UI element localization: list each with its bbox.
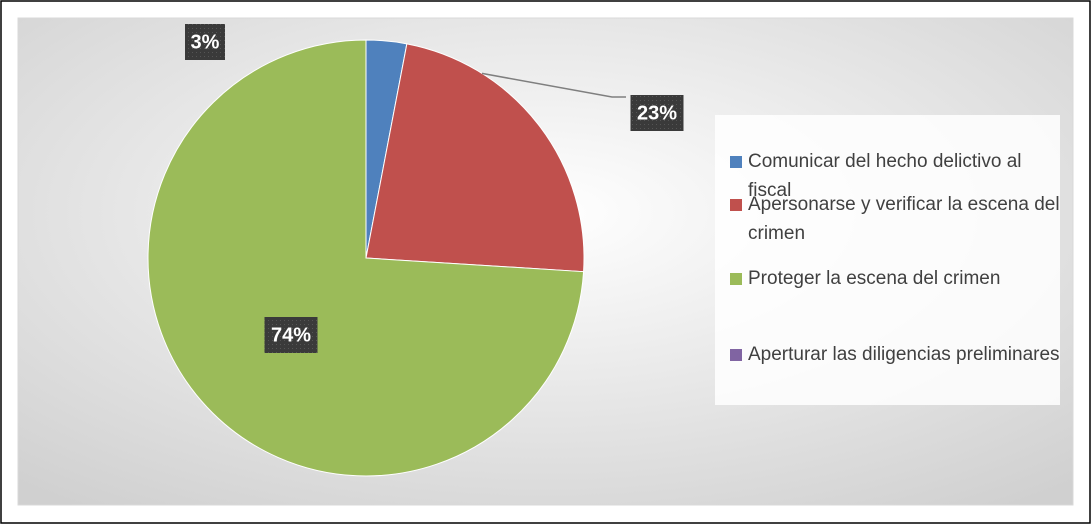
leader-line: [481, 72, 626, 98]
value-label: 3%: [191, 31, 220, 53]
legend-label: Aperturar las diligencias preliminares: [748, 344, 1060, 365]
legend-swatch: [730, 349, 742, 361]
legend-swatch: [730, 273, 742, 285]
legend-label: Comunicar del hecho delictivo al fiscal: [748, 151, 1022, 201]
pie-slice: [365, 43, 585, 273]
value-label-box: [630, 95, 684, 131]
value-label-box: [185, 24, 225, 60]
legend-item: Comunicar del hecho delictivo al fiscal: [730, 147, 1060, 205]
legend-swatch: [730, 199, 742, 211]
value-label: 23%: [637, 102, 677, 124]
legend-item: Apersonarse y verificar la escena del cr…: [730, 190, 1060, 248]
legend: Comunicar del hecho delictivo al fiscal A…: [715, 115, 1060, 405]
value-label-box: [264, 317, 318, 353]
legend-label: Proteger la escena del crimen: [748, 268, 1001, 289]
legend-item: Proteger la escena del crimen: [730, 264, 1060, 293]
legend-label: Apersonarse y verificar la escena del cr…: [748, 194, 1060, 244]
value-label: 74%: [271, 324, 311, 346]
legend-item: Aperturar las diligencias preliminares: [730, 340, 1060, 369]
legend-swatch: [730, 156, 742, 168]
